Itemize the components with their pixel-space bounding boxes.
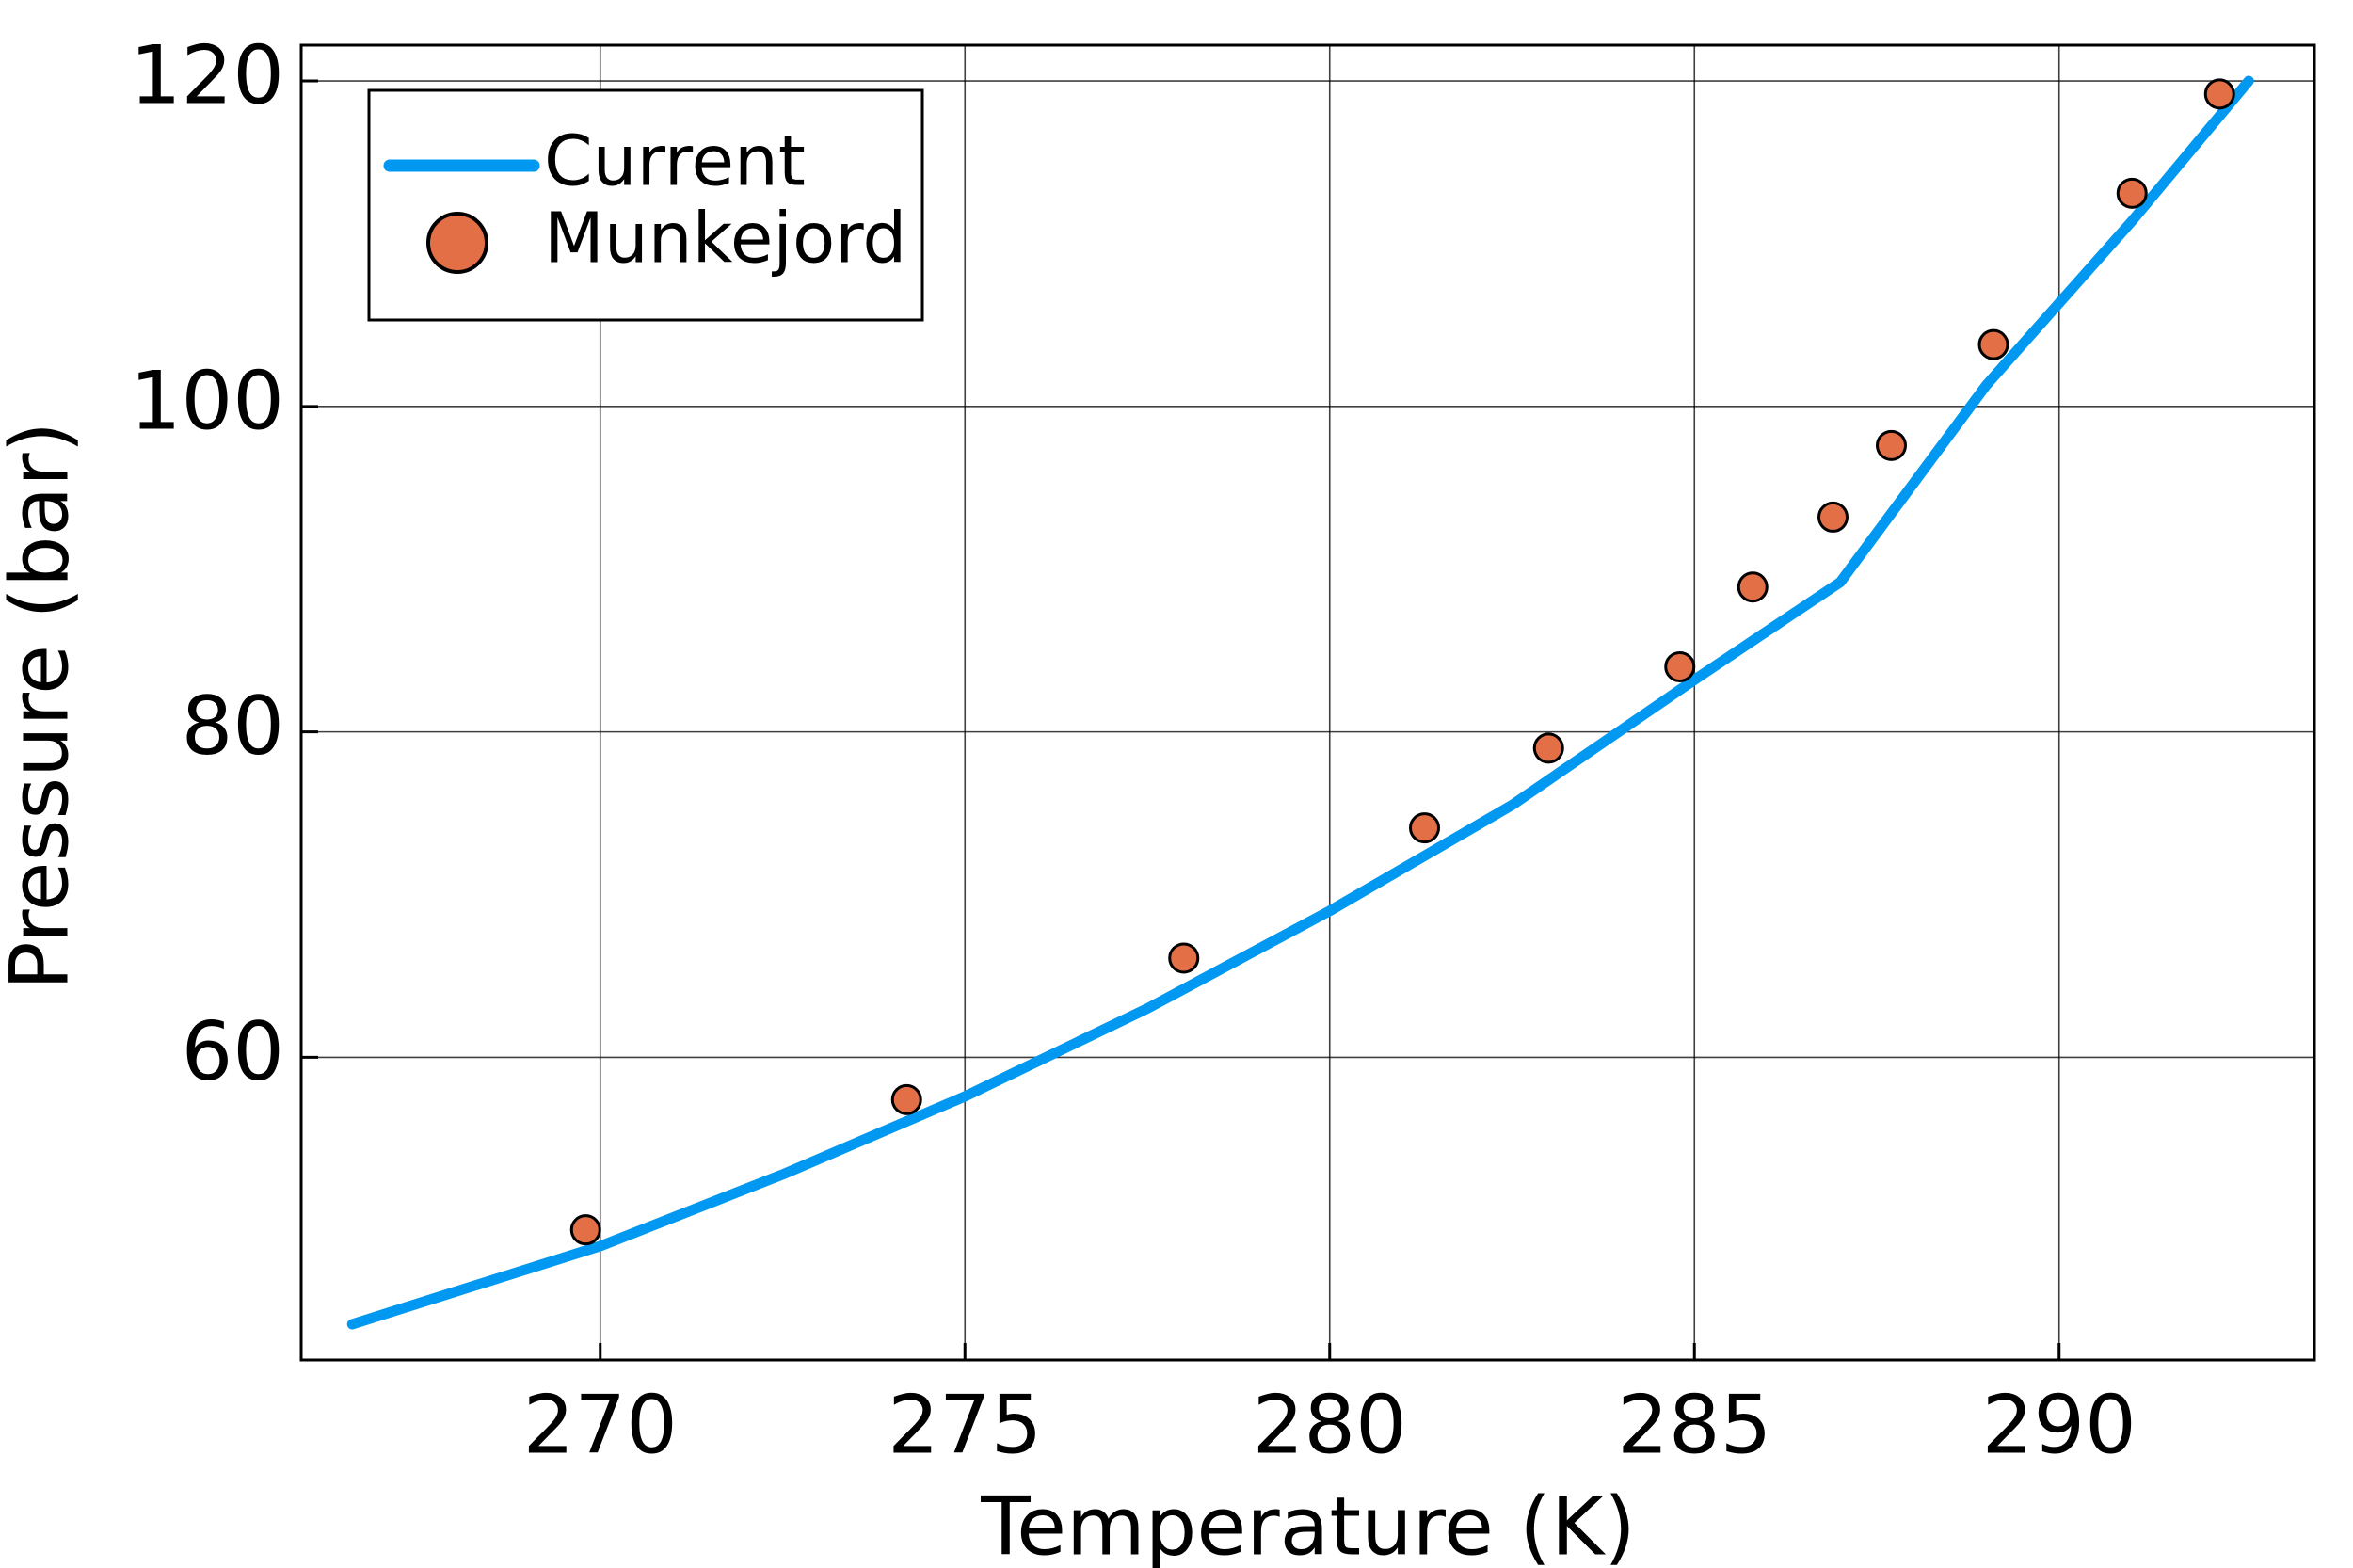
marker [1409, 812, 1440, 844]
marker [1168, 942, 1200, 974]
x-tick-label: 285 [1617, 1378, 1771, 1472]
marker [890, 1083, 922, 1115]
marker [1664, 650, 1696, 682]
plot-frame [299, 43, 2316, 1362]
x-tick-label: 270 [523, 1378, 678, 1472]
x-axis-label: Temperature (K) [980, 1480, 1636, 1568]
y-tick-label: 60 [182, 1005, 284, 1099]
y-axis-label: Pressure (bar) [0, 422, 87, 990]
marker [1817, 501, 1849, 533]
legend-marker [426, 212, 488, 274]
line-series [346, 75, 2254, 1330]
marker [2116, 177, 2148, 209]
x-tick-label: 290 [1982, 1378, 2137, 1472]
marker [1737, 571, 1769, 603]
marker [1532, 732, 1564, 764]
y-tick-label: 100 [130, 354, 284, 448]
legend-box [367, 88, 924, 322]
marker [1977, 328, 2009, 360]
legend-label: Munkejord [544, 199, 906, 280]
x-tick-label: 275 [888, 1378, 1042, 1472]
marker [1876, 429, 1907, 461]
marker [2203, 78, 2235, 110]
y-tick-label: 120 [130, 28, 284, 122]
marker [569, 1214, 601, 1246]
x-tick-label: 280 [1253, 1378, 1407, 1472]
legend-label: Current [544, 121, 806, 202]
y-tick-label: 80 [182, 680, 284, 774]
